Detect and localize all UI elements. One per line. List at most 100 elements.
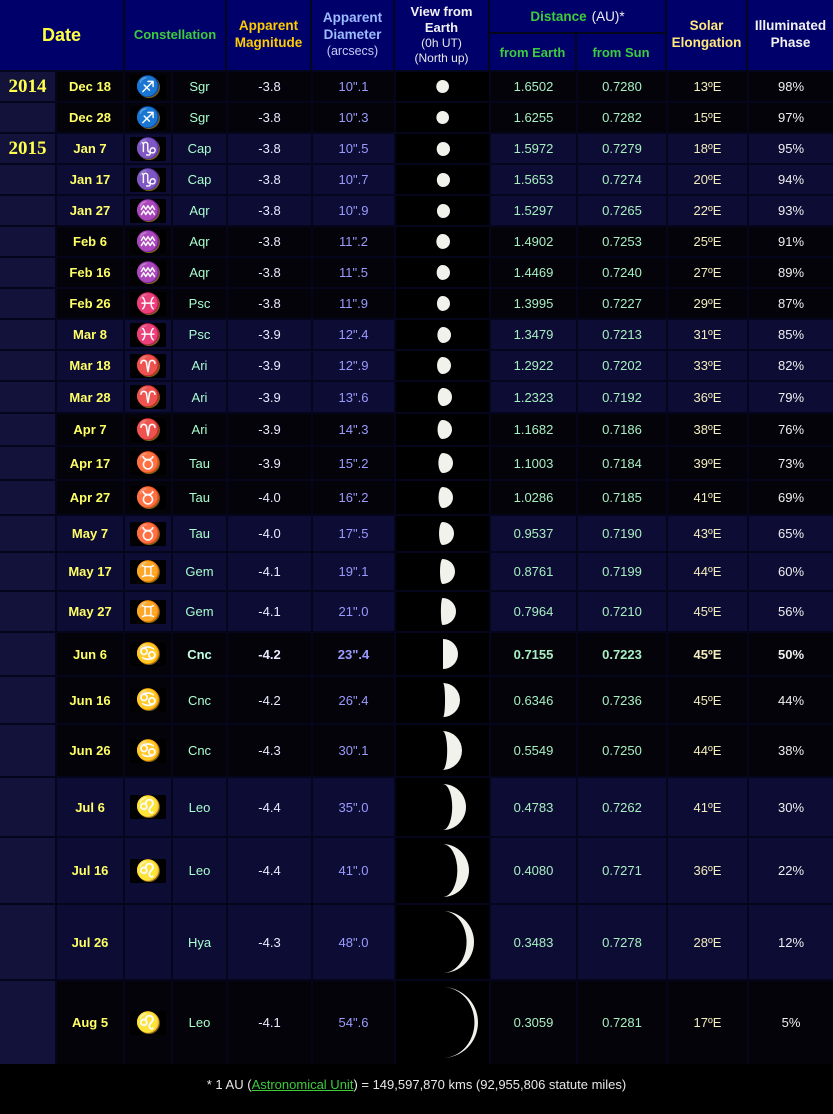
phase-image (442, 844, 469, 897)
table-row: May 17 ♊ Gem -4.1 19".1 0.8761 0.7199 44… (0, 553, 833, 590)
phase-image (437, 453, 453, 473)
constellation-cell: Hya (173, 905, 226, 979)
table-row: Jan 17 ♑ Cap -3.8 10".7 1.5653 0.7274 20… (0, 165, 833, 194)
year-label: 2015 (8, 137, 47, 159)
constellation-icon-cell: ♌ (125, 778, 171, 836)
leo-icon: ♌ (129, 858, 167, 883)
magnitude-cell: -4.3 (228, 725, 311, 776)
magnitude-cell: -3.9 (228, 351, 311, 380)
header-from-earth: from Earth (490, 34, 575, 70)
view-cell (396, 725, 489, 776)
elongation-cell: 13ºE (668, 72, 747, 101)
phase-cell: 82% (749, 351, 833, 380)
elongation-cell: 45ºE (668, 592, 747, 631)
footnote: * 1 AU (Astronomical Unit) = 149,597,870… (0, 1064, 833, 1104)
constellation-cell: Ari (173, 414, 226, 445)
diameter-cell: 11".2 (313, 227, 394, 256)
distance-sun-cell: 0.7186 (578, 414, 666, 445)
distance-sun-cell: 0.7253 (578, 227, 666, 256)
header-distance-group: Distance (AU)* from Earth from Sun (490, 0, 665, 70)
phase-image (436, 111, 449, 124)
view-cell (396, 351, 489, 380)
distance-earth-cell: 1.2323 (491, 382, 576, 412)
gemini-icon: ♊ (129, 559, 167, 584)
phase-image (442, 731, 462, 770)
constellation-icon-cell: ♈ (125, 382, 171, 412)
phase-cell: 87% (749, 289, 833, 318)
distance-earth-cell: 0.6346 (491, 677, 576, 723)
phase-image (442, 784, 466, 830)
phase-cell: 97% (749, 103, 833, 132)
constellation-abbr: Leo (188, 1015, 211, 1030)
distance-earth-cell: 1.4902 (491, 227, 576, 256)
pisces-icon: ♓ (129, 322, 167, 347)
aquarius-icon: ♒ (129, 229, 167, 254)
diameter-cell: 11".9 (313, 289, 394, 318)
constellation-cell: Tau (173, 481, 226, 514)
constellation-abbr: Psc (188, 327, 211, 342)
distance-earth-cell: 1.0286 (491, 481, 576, 514)
date-label: Apr 7 (73, 422, 107, 437)
gemini-icon: ♊ (129, 599, 167, 624)
constellation-icon-cell: ♒ (125, 227, 171, 256)
view-cell (396, 553, 489, 590)
footnote-prefix: * 1 AU ( (206, 1076, 252, 1092)
constellation-icon-cell: ♋ (125, 633, 171, 675)
table-body: 2014 Dec 18 ♐ Sgr -3.8 10".1 1.6502 0.72… (0, 72, 833, 1064)
distance-earth-cell: 1.5297 (491, 196, 576, 225)
elongation-cell: 36ºE (668, 382, 747, 412)
constellation-abbr: Cap (187, 172, 212, 187)
view-cell (396, 905, 489, 979)
sagittarius-icon: ♐ (129, 74, 167, 99)
date-cell: Mar 8 (57, 320, 123, 349)
date-label: Jun 6 (73, 646, 107, 662)
phase-cell: 85% (749, 320, 833, 349)
magnitude-cell: -3.9 (228, 320, 311, 349)
constellation-cell: Leo (173, 838, 226, 903)
diameter-cell: 41".0 (313, 838, 394, 903)
table-row: Apr 17 ♉ Tau -3.9 15".2 1.1003 0.7184 39… (0, 447, 833, 479)
distance-sun-cell: 0.7280 (578, 72, 666, 101)
distance-sun-cell: 0.7274 (578, 165, 666, 194)
constellation-abbr: Leo (188, 863, 211, 878)
constellation-cell: Cnc (173, 633, 226, 675)
table-row: 2015 Jan 7 ♑ Cap -3.8 10".5 1.5972 0.727… (0, 134, 833, 163)
astronomical-unit-link[interactable]: Astronomical Unit (251, 1076, 354, 1092)
date-cell: Feb 6 (57, 227, 123, 256)
phase-image (442, 639, 458, 669)
table-row: Feb 16 ♒ Aqr -3.8 11".5 1.4469 0.7240 27… (0, 258, 833, 287)
view-cell (396, 592, 489, 631)
constellation-abbr: Sgr (189, 110, 210, 125)
constellation-icon-cell: ♑ (125, 165, 171, 194)
distance-earth-cell: 1.5972 (491, 134, 576, 163)
distance-earth-cell: 0.4783 (491, 778, 576, 836)
phase-cell: 79% (749, 382, 833, 412)
diameter-cell: 54".6 (313, 981, 394, 1064)
elongation-cell: 31ºE (668, 320, 747, 349)
constellation-icon-cell: ♒ (125, 196, 171, 225)
magnitude-cell: -4.2 (228, 633, 311, 675)
cancer-icon: ♋ (129, 642, 167, 666)
date-label: Jan 17 (69, 172, 111, 187)
distance-sun-cell: 0.7250 (578, 725, 666, 776)
distance-sun-cell: 0.7213 (578, 320, 666, 349)
taurus-icon: ♉ (129, 521, 167, 546)
header-date: Date (0, 0, 123, 70)
date-label: Mar 18 (69, 358, 111, 373)
table-row: Apr 27 ♉ Tau -4.0 16".2 1.0286 0.7185 41… (0, 481, 833, 514)
elongation-cell: 38ºE (668, 414, 747, 445)
constellation-cell: Leo (173, 778, 226, 836)
constellation-icon-cell: ♉ (125, 481, 171, 514)
table-row: Mar 28 ♈ Ari -3.9 13".6 1.2323 0.7192 36… (0, 382, 833, 412)
distance-sun-cell: 0.7281 (578, 981, 666, 1064)
distance-sun-cell: 0.7262 (578, 778, 666, 836)
magnitude-cell: -4.4 (228, 838, 311, 903)
date-label: Feb 6 (73, 234, 107, 249)
distance-earth-cell: 0.7155 (491, 633, 576, 675)
elongation-cell: 44ºE (668, 553, 747, 590)
elongation-cell: 22ºE (668, 196, 747, 225)
constellation-cell: Cnc (173, 677, 226, 723)
view-cell (396, 677, 489, 723)
distance-sun-cell: 0.7240 (578, 258, 666, 287)
distance-earth-cell: 0.8761 (491, 553, 576, 590)
